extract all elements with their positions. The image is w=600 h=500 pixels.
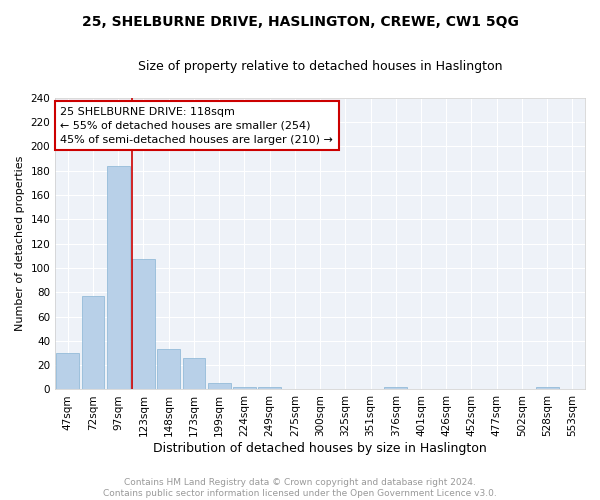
Bar [233,387,256,390]
Bar [258,387,281,390]
Y-axis label: Number of detached properties: Number of detached properties [15,156,25,332]
Text: 25, SHELBURNE DRIVE, HASLINGTON, CREWE, CW1 5QG: 25, SHELBURNE DRIVE, HASLINGTON, CREWE, … [82,15,518,29]
Bar [385,387,407,390]
Title: Size of property relative to detached houses in Haslington: Size of property relative to detached ho… [138,60,502,73]
Bar [182,358,205,390]
Bar [82,296,104,390]
Bar [536,387,559,390]
Text: Contains HM Land Registry data © Crown copyright and database right 2024.
Contai: Contains HM Land Registry data © Crown c… [103,478,497,498]
Bar [132,260,155,390]
X-axis label: Distribution of detached houses by size in Haslington: Distribution of detached houses by size … [153,442,487,455]
Bar [208,384,230,390]
Text: 25 SHELBURNE DRIVE: 118sqm
← 55% of detached houses are smaller (254)
45% of sem: 25 SHELBURNE DRIVE: 118sqm ← 55% of deta… [61,106,334,144]
Bar [157,350,180,390]
Bar [56,353,79,390]
Bar [107,166,130,390]
